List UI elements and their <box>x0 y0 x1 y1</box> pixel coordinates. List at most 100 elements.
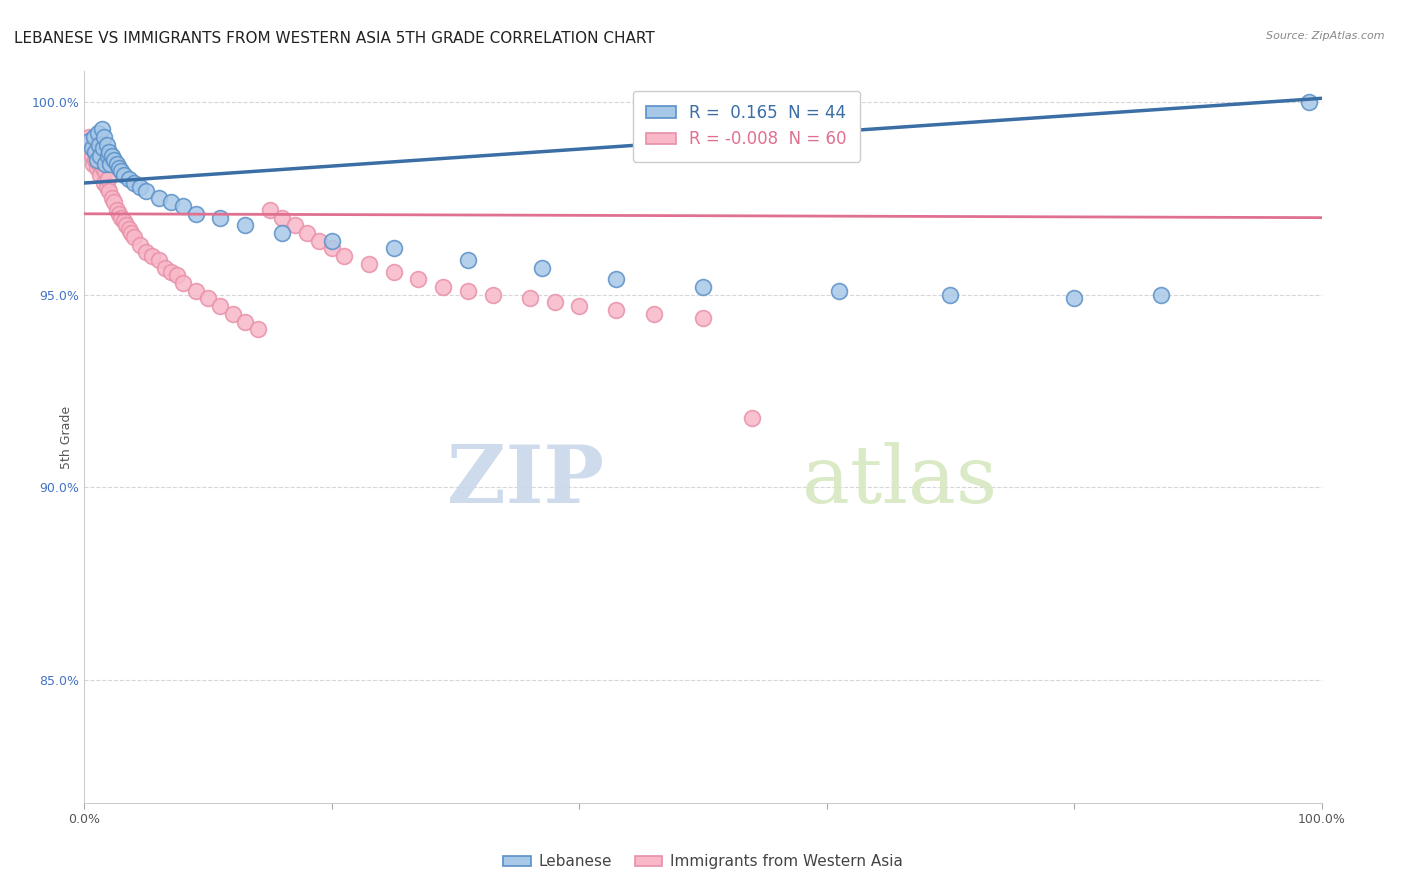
Point <box>321 242 343 256</box>
Point <box>166 268 188 283</box>
Point <box>408 272 430 286</box>
Point <box>120 226 142 240</box>
Point <box>209 299 232 313</box>
Point <box>741 410 763 425</box>
Point <box>153 260 176 275</box>
Point <box>519 292 541 306</box>
Point <box>160 195 183 210</box>
Point <box>89 157 111 171</box>
Point <box>87 145 110 160</box>
Point <box>1063 292 1085 306</box>
Point <box>94 164 117 178</box>
Point <box>98 184 121 198</box>
Point <box>80 149 103 163</box>
Point <box>87 126 110 140</box>
Point <box>84 153 107 167</box>
Point <box>148 252 170 267</box>
Point <box>605 303 627 318</box>
Point <box>135 245 157 260</box>
Point <box>284 219 307 233</box>
Point <box>1150 287 1173 301</box>
Point <box>115 219 138 233</box>
Point <box>90 122 112 136</box>
Point <box>84 145 107 160</box>
Point <box>89 169 111 183</box>
Point <box>692 280 714 294</box>
Legend: R =  0.165  N = 44, R = -0.008  N = 60: R = 0.165 N = 44, R = -0.008 N = 60 <box>633 91 860 161</box>
Point <box>209 211 232 225</box>
Point <box>112 169 135 183</box>
Point <box>93 176 115 190</box>
Point <box>110 164 132 178</box>
Point <box>543 295 565 310</box>
Point <box>118 222 141 236</box>
Point <box>457 252 479 267</box>
Point <box>86 161 108 175</box>
Point <box>118 172 141 186</box>
Point <box>308 234 330 248</box>
Point <box>82 157 104 171</box>
Point <box>184 284 207 298</box>
Point <box>135 184 157 198</box>
Point <box>83 141 105 155</box>
Text: atlas: atlas <box>801 442 997 520</box>
Point <box>96 179 118 194</box>
Text: Source: ZipAtlas.com: Source: ZipAtlas.com <box>1267 31 1385 41</box>
Point <box>129 179 152 194</box>
Point <box>91 141 114 155</box>
Point <box>105 157 128 171</box>
Point <box>96 137 118 152</box>
Point <box>271 211 294 225</box>
Point <box>184 207 207 221</box>
Legend: Lebanese, Immigrants from Western Asia: Lebanese, Immigrants from Western Asia <box>498 848 908 875</box>
Point <box>939 287 962 301</box>
Point <box>90 149 112 163</box>
Point <box>828 284 851 298</box>
Text: LEBANESE VS IMMIGRANTS FROM WESTERN ASIA 5TH GRADE CORRELATION CHART: LEBANESE VS IMMIGRANTS FROM WESTERN ASIA… <box>14 31 655 46</box>
Point <box>100 149 122 163</box>
Point <box>122 176 145 190</box>
Point <box>79 129 101 144</box>
Point <box>246 322 269 336</box>
Point <box>172 199 194 213</box>
Point <box>1298 95 1320 110</box>
Point <box>160 264 183 278</box>
Point <box>333 249 356 263</box>
Point <box>321 234 343 248</box>
Point <box>79 134 101 148</box>
Point <box>382 264 405 278</box>
Point <box>481 287 503 301</box>
Point <box>108 207 131 221</box>
Point <box>97 149 120 163</box>
Point <box>382 242 405 256</box>
Point <box>122 230 145 244</box>
Point <box>432 280 454 294</box>
Point <box>89 149 111 163</box>
Point <box>98 157 121 171</box>
Point <box>692 310 714 325</box>
Point <box>233 219 256 233</box>
Point <box>112 214 135 228</box>
Point <box>105 202 128 217</box>
Point <box>531 260 554 275</box>
Point <box>98 145 121 160</box>
Y-axis label: 5th Grade: 5th Grade <box>60 406 73 468</box>
Point <box>271 226 294 240</box>
Point <box>86 153 108 167</box>
Point <box>83 129 105 144</box>
Point <box>222 307 245 321</box>
Point <box>103 153 125 167</box>
Point <box>643 307 665 321</box>
Point <box>357 257 380 271</box>
Text: ZIP: ZIP <box>447 442 605 520</box>
Point <box>233 315 256 329</box>
Point <box>103 195 125 210</box>
Point <box>259 202 281 217</box>
Point <box>197 292 219 306</box>
Point <box>568 299 591 313</box>
Point <box>605 272 627 286</box>
Point <box>94 157 117 171</box>
Point <box>100 191 122 205</box>
Point <box>129 237 152 252</box>
Point <box>295 226 318 240</box>
